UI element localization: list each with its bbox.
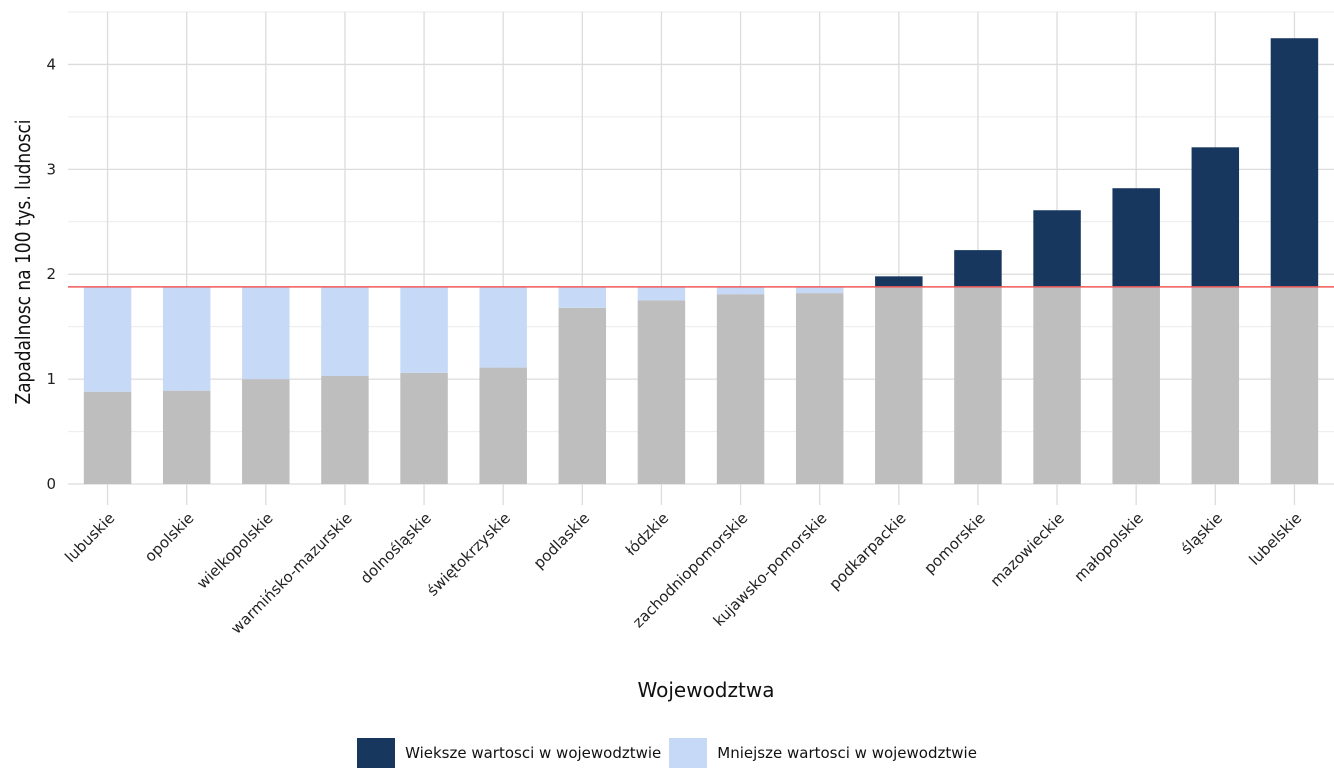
bar-smaller xyxy=(716,286,765,295)
y-tick-label: 4 xyxy=(46,55,56,73)
x-tick-label: śląskie xyxy=(1177,509,1226,558)
bar-smaller xyxy=(83,286,132,392)
bar-smaller xyxy=(162,286,211,391)
bar-smaller xyxy=(400,286,448,373)
x-tick-label: lubuskie xyxy=(61,509,118,566)
bar-greater xyxy=(875,276,923,287)
legend-swatch-smaller xyxy=(669,738,708,768)
bar-smaller xyxy=(321,286,369,376)
bar-base xyxy=(716,294,765,485)
bar-greater xyxy=(1112,188,1160,287)
legend-item-smaller: Mniejsze wartosci w wojewodztwie xyxy=(669,738,977,768)
bar-greater xyxy=(1270,38,1319,287)
y-tick-label: 0 xyxy=(46,475,56,493)
bar-base xyxy=(954,286,1002,485)
bar-base xyxy=(83,391,132,485)
bar-base xyxy=(162,390,211,485)
bar-base xyxy=(1033,286,1081,485)
bar-base xyxy=(400,372,448,485)
legend: Wieksze wartosci w wojewodztwie Mniejsze… xyxy=(0,738,1334,768)
bar-base xyxy=(242,379,290,485)
bar-base xyxy=(479,367,527,485)
x-tick-label: wielkopolskie xyxy=(193,509,276,592)
x-tick-label: podlaskie xyxy=(530,509,593,572)
y-tick-label: 1 xyxy=(46,370,56,388)
bars xyxy=(83,38,1319,485)
bar-base xyxy=(321,375,369,485)
legend-item-greater: Wieksze wartosci w wojewodztwie xyxy=(357,738,661,768)
x-tick-label: lubelskie xyxy=(1246,509,1306,569)
bar-greater xyxy=(1191,147,1240,287)
bar-smaller xyxy=(558,286,607,308)
y-axis-title: Zapadalnosc na 100 tys. ludnosci xyxy=(13,119,36,404)
bar-smaller xyxy=(242,286,290,380)
x-tick-label: świętokrzyskie xyxy=(423,509,514,600)
x-tick-label: podkarpackie xyxy=(825,509,909,593)
bar-greater xyxy=(954,250,1002,287)
bar-base xyxy=(558,307,607,485)
y-tick-label: 2 xyxy=(46,265,56,283)
legend-label-greater: Wieksze wartosci w wojewodztwie xyxy=(405,744,662,762)
y-axis: 0 1 2 3 4 xyxy=(46,55,56,493)
bar-base xyxy=(1112,286,1160,485)
bar-base xyxy=(1270,286,1319,485)
y-tick-label: 3 xyxy=(46,160,56,178)
x-axis-title: Wojewodztwa xyxy=(638,678,775,702)
x-axis: lubuskie opolskiewielkopolskiewarmińsko-m… xyxy=(61,509,1305,638)
x-tick-label: opolskie xyxy=(141,509,198,566)
bar-base xyxy=(637,300,686,485)
bar-base xyxy=(875,286,923,485)
x-tick-label: łódzkie xyxy=(622,509,672,559)
bar-smaller xyxy=(795,286,844,294)
x-tick-label: mazowieckie xyxy=(987,509,1068,590)
bar-greater xyxy=(1033,210,1081,287)
legend-swatch-greater xyxy=(357,738,396,768)
x-tick-label: dolnośląskie xyxy=(357,509,435,587)
bar-smaller xyxy=(637,286,686,301)
x-tick-label: pomorskie xyxy=(920,509,988,577)
bar-base xyxy=(1191,286,1240,485)
bar-smaller xyxy=(479,286,527,368)
x-tick-label: małopolskie xyxy=(1071,509,1147,585)
legend-label-smaller: Mniejsze wartosci w wojewodztwie xyxy=(717,744,977,762)
bar-base xyxy=(795,293,844,485)
